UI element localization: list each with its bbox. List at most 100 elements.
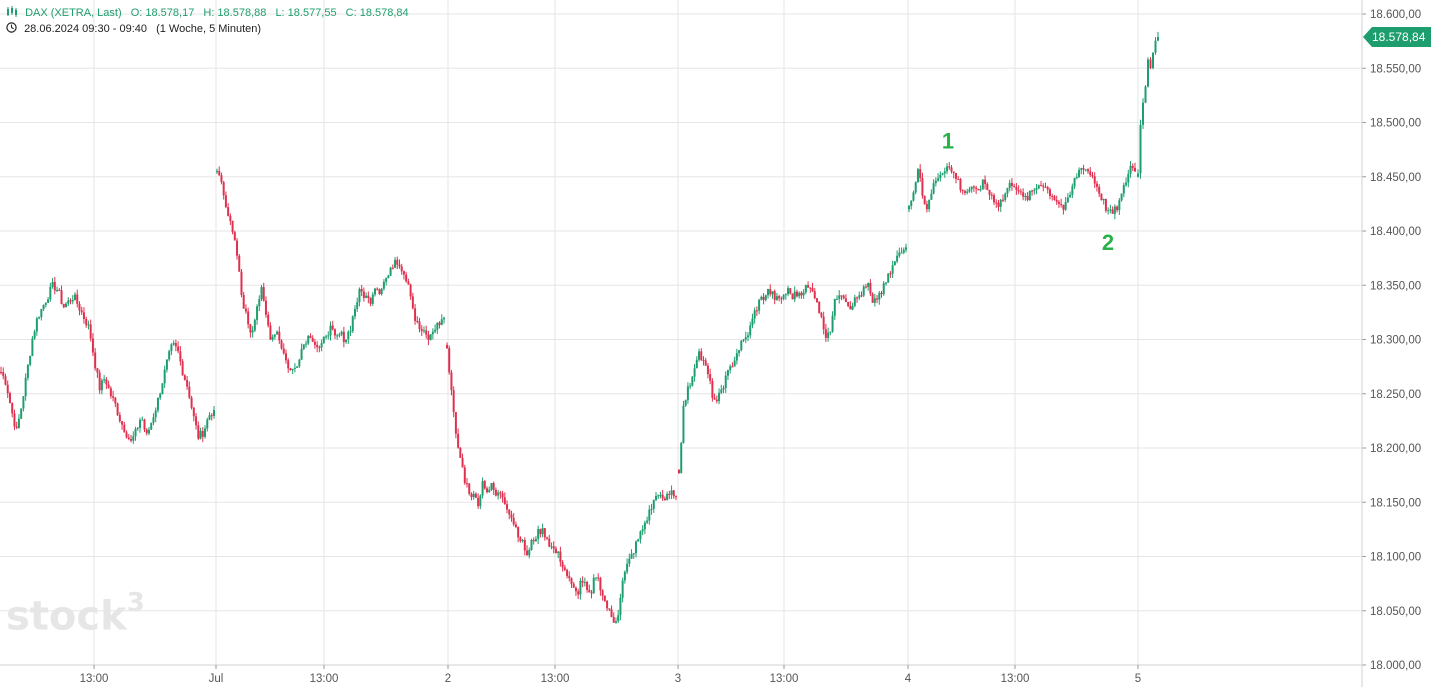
candle-body bbox=[889, 273, 892, 275]
candle-body bbox=[497, 492, 500, 496]
candle-body bbox=[508, 509, 511, 515]
candle-body bbox=[300, 348, 303, 360]
candle-body bbox=[53, 281, 56, 291]
candle-body bbox=[530, 539, 533, 550]
candle-body bbox=[767, 289, 770, 296]
candle-body bbox=[1026, 195, 1029, 201]
candle-body bbox=[396, 259, 399, 265]
candle-body bbox=[227, 207, 230, 216]
candle-body bbox=[22, 396, 25, 409]
candle-body bbox=[984, 179, 987, 184]
candle-body bbox=[634, 541, 637, 554]
candle-body bbox=[282, 348, 285, 354]
candle-body bbox=[521, 539, 524, 541]
candle-body bbox=[141, 419, 144, 421]
candle-body bbox=[566, 569, 569, 577]
candle-body bbox=[617, 615, 620, 622]
candle-body bbox=[431, 331, 434, 335]
candle-body bbox=[2, 372, 5, 377]
candle-body bbox=[661, 494, 664, 499]
candle-body bbox=[519, 537, 522, 541]
candle-body bbox=[970, 186, 973, 190]
candle-body bbox=[1042, 185, 1045, 187]
candle-body bbox=[136, 427, 139, 429]
candle-body bbox=[199, 430, 202, 439]
candle-body bbox=[700, 351, 703, 360]
y-tick-label: 18.050,00 bbox=[1370, 606, 1421, 618]
candle-body bbox=[760, 296, 763, 300]
candle-body bbox=[652, 499, 655, 509]
candle-body bbox=[720, 389, 723, 393]
candle-body bbox=[800, 292, 803, 296]
candle-body bbox=[82, 312, 85, 319]
candle-body bbox=[1134, 167, 1136, 172]
candle-body bbox=[356, 301, 359, 309]
candle-body bbox=[1091, 175, 1094, 177]
candle-body bbox=[365, 295, 368, 298]
candle-body bbox=[127, 437, 130, 439]
candle-body bbox=[463, 467, 466, 484]
candle-body bbox=[342, 331, 345, 343]
candle-body bbox=[672, 490, 675, 497]
candle-body bbox=[858, 295, 861, 298]
candle-body bbox=[313, 341, 316, 345]
candle-body bbox=[1069, 194, 1072, 198]
candle-body bbox=[782, 295, 785, 299]
candle-body bbox=[340, 331, 343, 335]
candle-body bbox=[1111, 209, 1114, 214]
candle-body bbox=[851, 305, 854, 310]
candle-body bbox=[242, 294, 245, 309]
candle-body bbox=[459, 447, 462, 458]
candle-body bbox=[156, 397, 159, 411]
candle-body bbox=[307, 335, 310, 344]
candle-body bbox=[35, 318, 38, 332]
candle-body bbox=[29, 355, 32, 365]
candle-body bbox=[864, 286, 867, 288]
candle-body bbox=[6, 384, 9, 394]
candle-body bbox=[1139, 124, 1142, 174]
candle-body bbox=[836, 298, 839, 300]
candle-body bbox=[849, 306, 852, 310]
candle-body bbox=[351, 316, 354, 332]
candle-body bbox=[382, 281, 385, 289]
candle-body bbox=[260, 287, 263, 300]
candle-body bbox=[594, 577, 597, 579]
candle-body bbox=[94, 352, 97, 369]
close-value: C: 18.578,84 bbox=[345, 7, 409, 19]
candle-body bbox=[325, 336, 328, 338]
chart-grid bbox=[0, 0, 1362, 666]
candle-body bbox=[1104, 198, 1107, 211]
candle-body bbox=[1100, 193, 1103, 201]
last-price-badge-shape bbox=[1363, 26, 1431, 47]
candle-body bbox=[999, 199, 1002, 207]
candle-body bbox=[150, 422, 153, 430]
candle-body bbox=[959, 179, 962, 191]
candle-body bbox=[869, 282, 872, 294]
candle-body bbox=[898, 252, 901, 256]
candle-body bbox=[621, 580, 624, 598]
candle-body bbox=[284, 353, 287, 361]
candle-body bbox=[893, 261, 896, 266]
candle-body bbox=[997, 202, 1000, 207]
candle-body bbox=[204, 428, 207, 437]
candle-body bbox=[706, 365, 709, 375]
candle-body bbox=[387, 275, 390, 279]
candle-body bbox=[867, 282, 870, 288]
candle-body bbox=[1006, 188, 1009, 194]
candle-body bbox=[80, 310, 83, 313]
candle-body bbox=[905, 247, 907, 250]
candle-body bbox=[31, 338, 34, 356]
candle-body bbox=[601, 590, 604, 596]
candle-body bbox=[1062, 204, 1065, 210]
candle-body bbox=[1066, 197, 1069, 203]
candle-body bbox=[380, 288, 383, 295]
candle-body bbox=[42, 304, 45, 309]
candle-body bbox=[1008, 182, 1011, 189]
x-tick-label: Jul bbox=[209, 673, 224, 685]
candle-body bbox=[654, 496, 657, 500]
candle-body bbox=[216, 171, 218, 173]
candle-body bbox=[887, 273, 890, 283]
candle-body bbox=[930, 193, 933, 200]
candle-body bbox=[608, 608, 611, 610]
